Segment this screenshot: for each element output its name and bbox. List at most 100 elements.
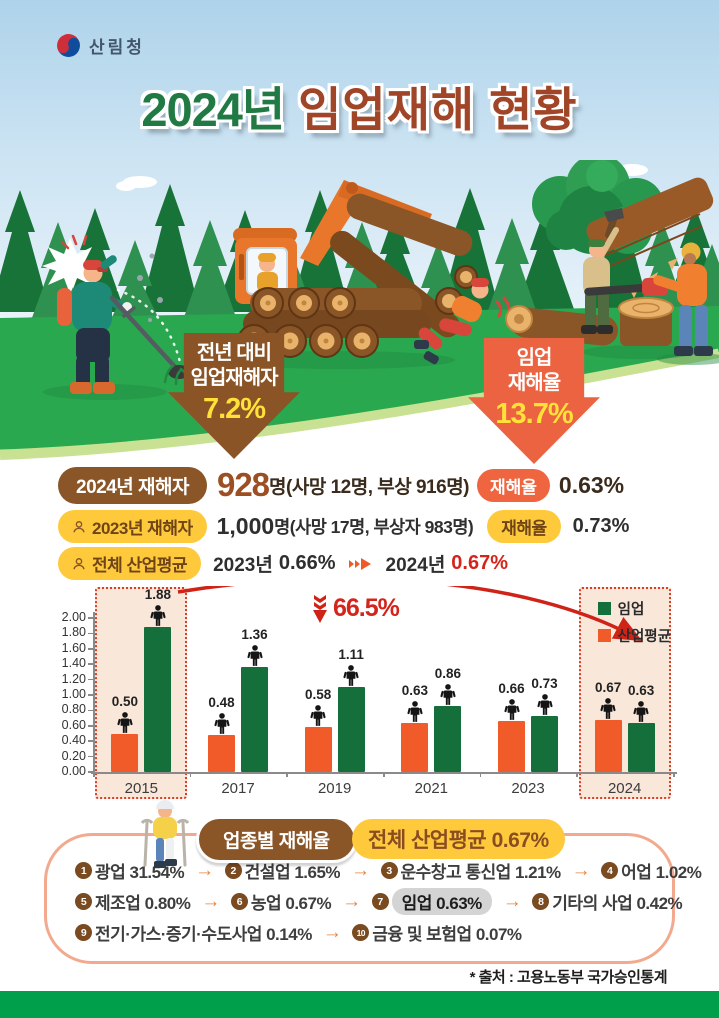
worker-pictogram-icon — [407, 701, 423, 723]
rank-badge: 8 — [532, 893, 550, 910]
y-axis-tick-label: 1.40 — [61, 656, 86, 671]
red-down-arrow-icon — [313, 595, 327, 623]
bar-산업평균-2015 — [111, 733, 139, 772]
person-bust-icon — [73, 520, 85, 532]
industry-item: 6 농업 0.67% — [230, 889, 332, 914]
industry-item: 10 금융 및 보험업 0.07% — [352, 920, 522, 945]
victim-detail-2023: (사망 17명, 부상자 983명) — [289, 517, 474, 537]
industry-item: 4 어업 1.02% — [601, 858, 702, 883]
worker-pictogram-icon — [503, 699, 520, 721]
victim-unit: 명 — [269, 476, 287, 498]
rank-badge: 1 — [75, 862, 92, 879]
callout-label: 재해율 — [507, 372, 561, 394]
worker-pictogram-icon — [213, 713, 230, 734]
y-axis-tick-label: 2.00 — [61, 610, 86, 624]
title-main: 임업재해 현황 — [298, 83, 578, 136]
industry-name-rate: 임업 0.63% — [391, 888, 492, 915]
y-tick — [88, 694, 93, 696]
rank-badge: 7 — [371, 893, 389, 910]
callout-forestry-accident-rate: 임업 재해율 13.7% — [468, 338, 600, 464]
rank-badge: 4 — [601, 862, 619, 879]
chart-annotation: 66.5% — [312, 594, 400, 624]
forestry-accident-rate-chart: 0.00 0.20 0.40 0.60 0.80 1.00 1.20 1.40 1.60 1.80… — [48, 586, 683, 800]
bar-임업-2021 — [434, 705, 462, 772]
falling-tree — [532, 160, 714, 298]
victim-count-2023: 1,000 — [216, 513, 275, 539]
stats-row-2024: 2024년 재해자 928 명 (사망 12명, 부상 916명) 재해율 0.… — [58, 466, 624, 504]
stat-pill-2023: 2023년 재해자 — [58, 510, 207, 543]
industry-item: 3 운수창고 통신업 1.21% — [380, 858, 562, 883]
y-axis-tick-label: 0.80 — [61, 702, 86, 717]
stat-pill-label: 전체 산업평균 — [92, 556, 188, 575]
bar-value-label: 0.86 — [434, 665, 461, 681]
industry-name-rate: 운수창고 통신업 1.21% — [400, 863, 562, 882]
rate-value-2024: 0.63% — [558, 471, 625, 498]
y-axis-tick-label: 0.00 — [61, 764, 86, 778]
legend-item: 임업 — [597, 598, 671, 619]
industry-name-rate: 건설업 1.65% — [244, 863, 341, 882]
callout-label: 임업 — [516, 347, 553, 369]
title-year: 2024년 — [141, 83, 285, 136]
stat-pill-industry-average: 전체 산업평균 — [58, 547, 202, 580]
y-tick — [88, 771, 93, 773]
industry-item: 7 임업 0.63% — [371, 888, 492, 915]
worker-pictogram-icon — [536, 693, 553, 715]
rank-badge: 2 — [224, 862, 242, 879]
x-tick — [479, 772, 482, 777]
stats-row-industry-average: 전체 산업평균 2023년 0.66% 2024년 0.67% — [58, 547, 508, 580]
industry-rows: 1 광업 31.54% → 2 건설업 1.65% → 3 운수창고 통신업 1.21% → 4 어… — [75, 855, 702, 948]
rate-pill-2023: 재해율 — [487, 510, 561, 543]
y-tick — [88, 740, 93, 742]
y-tick — [88, 755, 93, 758]
agency-logo: 산림청 — [56, 33, 145, 58]
callout-label: 임업재해자 — [190, 367, 279, 389]
worker-pictogram-icon — [150, 605, 166, 627]
callout-label: 전년 대비 — [196, 342, 272, 364]
legend-swatch — [597, 629, 611, 642]
bar-산업평균-2023 — [498, 721, 525, 772]
bar-value-label: 1.11 — [338, 646, 364, 662]
x-axis-category-label: 2015 — [124, 780, 159, 797]
victim-unit: 명 — [274, 517, 290, 537]
arrow-right-icon: → — [342, 890, 361, 912]
bar-임업-2019 — [337, 686, 365, 772]
y-axis-line — [93, 612, 95, 772]
arrow-right-icon: → — [571, 859, 591, 881]
industry-item: 2 건설업 1.65% — [224, 858, 341, 883]
x-axis-category-label: 2024 — [607, 780, 642, 797]
bar-임업-2024 — [627, 723, 655, 772]
bar-value-label: 0.73 — [531, 675, 558, 691]
y-axis-tick-label: 1.60 — [61, 640, 86, 655]
y-tick — [88, 678, 93, 681]
rank-badge: 9 — [75, 924, 92, 941]
x-axis-category-label: 2019 — [317, 780, 352, 797]
y-tick — [88, 709, 93, 712]
rank-badge: 5 — [75, 893, 92, 910]
industry-row: 9 전기·가스·증기·수도사업 0.14% → 10 금융 및 보험업 0.07% — [75, 917, 656, 948]
arrow-right-icon — [348, 557, 374, 571]
rate-pill-2024: 재해율 — [477, 468, 550, 502]
government-emblem-icon — [57, 34, 80, 57]
worker-pictogram-icon — [310, 705, 326, 727]
chainsaw-worker — [584, 242, 719, 365]
y-tick — [88, 725, 93, 727]
bar-임업-2015 — [144, 627, 172, 772]
bar-value-label: 0.48 — [208, 695, 235, 711]
industry-name-rate: 기타의 사업 0.42% — [552, 894, 683, 913]
rank-badge: 10 — [352, 924, 370, 941]
legend-item: 산업평균 — [597, 625, 671, 646]
industry-item: 9 전기·가스·증기·수도사업 0.14% — [75, 920, 312, 945]
x-axis-category-label: 2017 — [221, 780, 255, 797]
year-2023-label: 2023년 — [213, 555, 273, 576]
bar-산업평균-2024 — [594, 720, 622, 772]
bar-임업-2017 — [241, 667, 268, 772]
industry-name-rate: 전기·가스·증기·수도사업 0.14% — [95, 925, 312, 944]
x-axis-category-label: 2021 — [414, 780, 449, 797]
y-axis-tick-label: 0.60 — [61, 717, 86, 732]
worker-pictogram-icon — [246, 645, 263, 667]
source-note: * 출처 : 고용노동부 국가승인통계 — [469, 969, 668, 986]
bar-산업평균-2021 — [401, 723, 429, 772]
bar-산업평균-2019 — [304, 727, 332, 772]
